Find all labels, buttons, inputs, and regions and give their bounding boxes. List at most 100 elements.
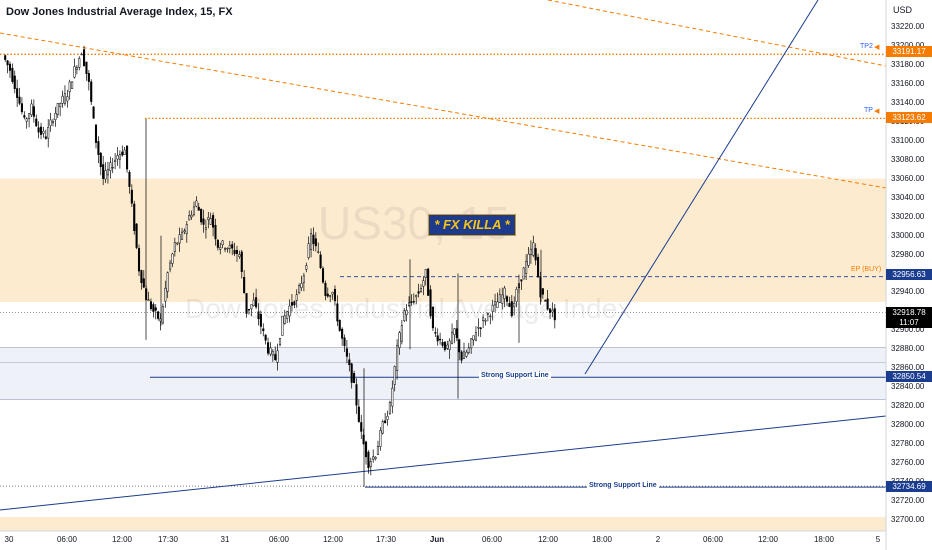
candle-body [534,248,537,261]
candle-body [489,315,492,318]
candle-body [114,159,117,163]
candle-body [522,267,525,280]
candle-body [458,339,461,353]
tp-alert-icon[interactable]: ◀ [874,108,880,115]
zone-rect-1[interactable] [0,347,886,400]
candle-body [142,278,145,288]
candle-body [505,296,509,302]
candle-body [436,335,439,342]
candle-body [441,342,444,346]
tp2-alert-icon[interactable]: ◀ [874,44,880,51]
x-tick-label: 12:00 [757,535,779,544]
tp2-label[interactable]: TP2 [860,43,873,50]
support-line-label-1[interactable]: Strong Support Line [479,372,551,379]
y-tick-label: 33180.00 [891,59,925,69]
tp-label[interactable]: TP [864,107,873,114]
candle-body [183,230,186,233]
candle-body [439,338,442,341]
candle-body [87,73,90,82]
candle-body [121,151,124,156]
candle-body [541,288,544,295]
support-1-price-tag: 32850.54 [886,371,932,382]
candle-body [4,55,7,60]
candle-body [228,244,231,249]
candle-body [54,113,57,121]
candle-body [529,248,532,256]
candle-body [513,302,516,308]
candle-body [250,304,253,310]
candle-body [180,231,184,240]
candle-body [520,279,523,282]
support-2-price-tag: 32734.69 [886,481,932,492]
x-tick-label: 5 [875,535,881,544]
candle-body [176,242,179,245]
candle-body [412,301,415,303]
candle-body [283,315,286,324]
candle-body [171,253,174,264]
candle-body [503,287,506,299]
candle-body [178,234,181,244]
candle-body [467,347,470,353]
candle-body [200,208,203,223]
candle-body [104,170,107,180]
y-tick-label: 32940.00 [891,287,925,297]
candle-body [13,75,16,89]
candle-body [264,334,267,341]
candle-body [317,251,320,253]
candle-body [388,401,391,414]
candle-body [267,342,270,354]
x-tick-label: 06:00 [481,535,503,544]
candle-body [152,304,155,312]
y-tick-label: 32700.00 [891,515,925,524]
candle-body [405,309,408,316]
y-tick-label: 33000.00 [891,230,925,240]
candle-body [324,282,327,296]
ep-buy-label[interactable]: EP (BUY) [851,266,882,273]
zone-rect-0[interactable] [0,178,886,302]
candle-body [140,270,143,283]
y-tick-label: 32780.00 [891,439,925,449]
candle-body [362,434,365,445]
down-trendline-1[interactable] [0,32,887,189]
candle-body [128,171,131,187]
down-trendline-2[interactable] [547,0,887,67]
candle-body [491,304,494,312]
candle-body [192,206,196,215]
candle-body [350,363,353,383]
candle-body [78,58,81,68]
candle-body [484,320,487,322]
uptrend-support-line[interactable] [0,415,887,511]
candle-body [233,249,236,254]
currency-label[interactable]: USD [893,5,913,15]
candle-body [35,118,38,127]
candle-body [130,189,133,204]
candle-body [6,60,9,66]
candle-body [164,287,167,302]
candle-body [23,115,26,118]
candle-body [16,88,19,98]
candle-body [109,162,112,171]
candle-body [32,106,35,117]
candle-body [546,298,549,310]
candle-body [133,203,136,231]
candle-body [379,430,382,447]
candle-body [525,261,528,274]
x-tick-label: 06:00 [702,535,724,544]
candle-body [422,280,425,287]
candle-body [353,373,356,383]
projection-line[interactable] [584,0,819,375]
candle-body [259,314,262,327]
y-tick-label: 33140.00 [891,97,925,107]
y-tick-label: 32720.00 [891,496,925,506]
support-line-label-2[interactable]: Strong Support Line [587,482,659,489]
y-tick-label: 33160.00 [891,78,925,88]
candle-body [376,446,380,455]
y-tick-label: 33060.00 [891,173,925,183]
candle-body [384,420,387,424]
candle-body [90,81,93,102]
x-tick-label: 06:00 [268,535,290,544]
candle-body [341,328,344,339]
candle-body [474,332,477,341]
